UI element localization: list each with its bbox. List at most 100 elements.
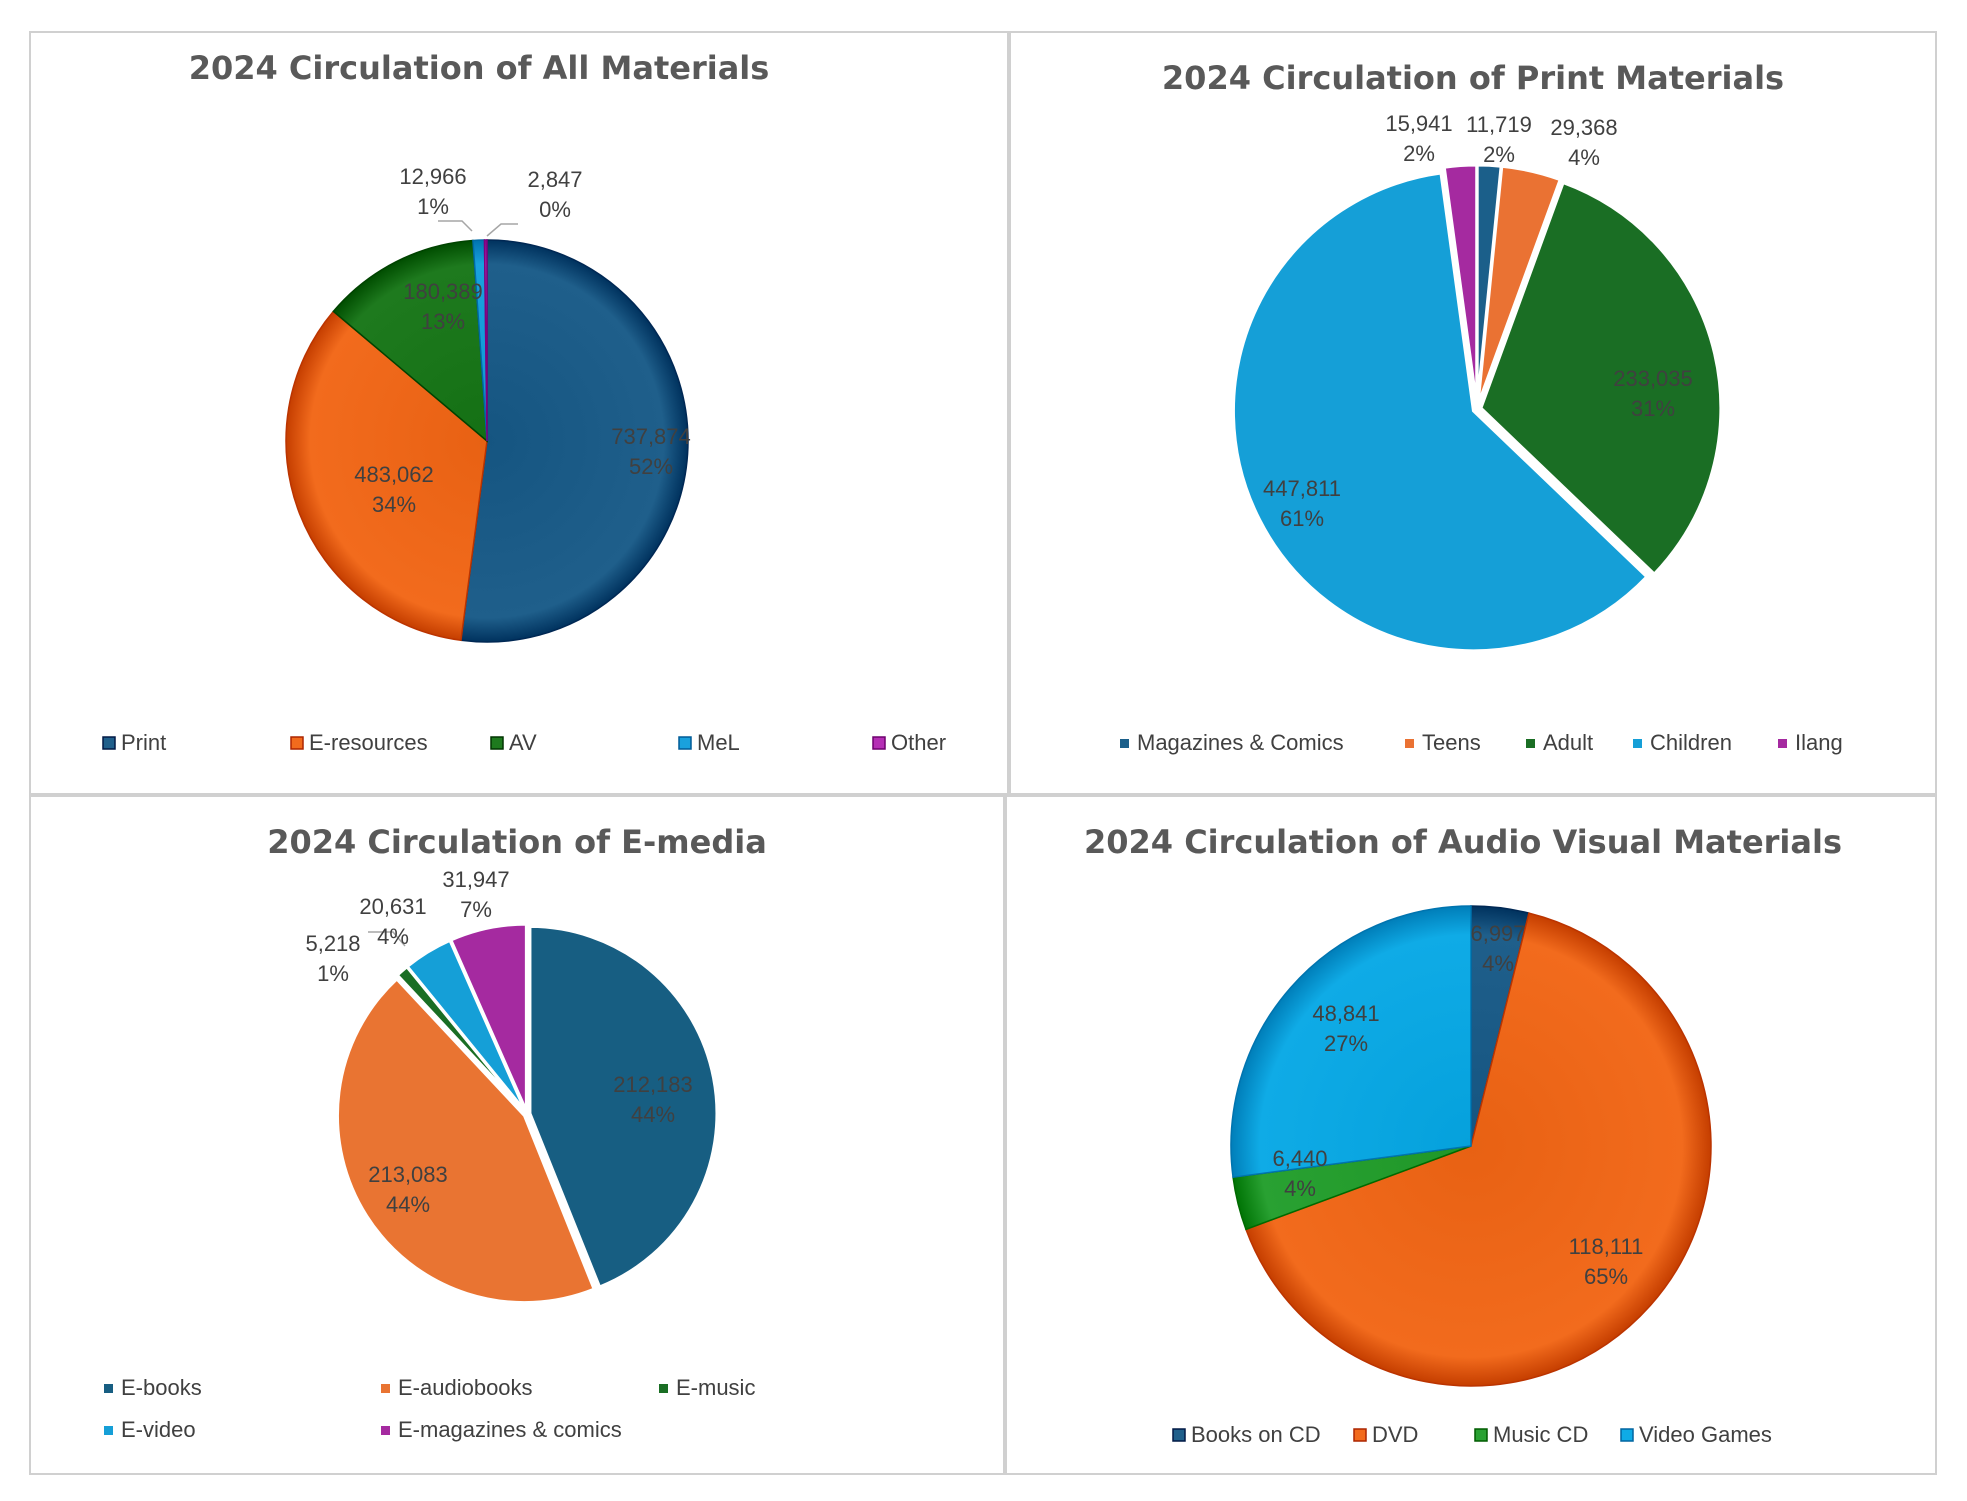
- data-labels: 11,719 2% 29,368 4% 233,035 31% 447,811 61% 15,9…: [1263, 111, 1693, 531]
- legend-label: Magazines & Comics: [1137, 730, 1344, 755]
- legend-item-ilang: Ilang: [1778, 730, 1843, 755]
- data-labels: 212,183 44% 213,083 44% 5,218 1% 20,631 4% 31,94…: [305, 867, 692, 1217]
- legend-label: DVD: [1372, 1422, 1418, 1447]
- data-label-value: 31,947: [442, 867, 509, 892]
- legend-label: Music CD: [1493, 1422, 1588, 1447]
- legend-label: E-books: [121, 1375, 202, 1400]
- legend: Books on CD DVD Music CD Video Games: [1172, 1422, 1772, 1447]
- legend-swatch: [659, 1384, 668, 1393]
- leader-line: [438, 220, 473, 232]
- data-label-percent: 4%: [377, 924, 409, 949]
- data-label-percent: 34%: [372, 492, 416, 517]
- leader-line: [486, 223, 518, 237]
- legend-swatch: [490, 736, 504, 750]
- chart-title: 2024 Circulation of Audio Visual Materia…: [1084, 823, 1842, 861]
- legend-item-print: Print: [102, 730, 166, 755]
- data-label-value: 180,389: [403, 279, 483, 304]
- legend-label: Books on CD: [1191, 1422, 1321, 1447]
- legend-item-teens: Teens: [1405, 730, 1481, 755]
- pie-slice-ilang: [1442, 163, 1479, 406]
- legend-label: E-music: [676, 1375, 755, 1400]
- chart-title: 2024 Circulation of Print Materials: [1162, 59, 1784, 97]
- data-label-value: 29,368: [1550, 115, 1617, 140]
- legend-label: Print: [121, 730, 166, 755]
- legend-label: Video Games: [1639, 1422, 1772, 1447]
- pie-slice-other: [483, 239, 488, 442]
- data-label-percent: 27%: [1324, 1031, 1368, 1056]
- pie-slices: [1230, 905, 1712, 1387]
- data-label-value: 11,719: [1466, 112, 1532, 137]
- legend-label: Teens: [1422, 730, 1481, 755]
- legend-swatch: [1526, 739, 1535, 748]
- legend-item-e-video: E-video: [104, 1417, 196, 1442]
- pie-slice-adult: [1479, 180, 1723, 577]
- chart-title: 2024 Circulation of E-media: [267, 823, 767, 861]
- legend: E-books E-audiobooks E-music E-video E-magaz…: [104, 1375, 755, 1442]
- legend-item-children: Children: [1633, 730, 1732, 755]
- data-label-percent: 4%: [1482, 951, 1514, 976]
- legend-label: E-audiobooks: [398, 1375, 533, 1400]
- legend-swatch: [1405, 739, 1414, 748]
- data-label-percent: 1%: [317, 961, 349, 986]
- legend-item-e-books: E-books: [104, 1375, 202, 1400]
- legend-label: Other: [891, 730, 946, 755]
- data-label-value: 48,841: [1312, 1001, 1379, 1026]
- chart-av-materials: 2024 Circulation of Audio Visual Materia…: [1084, 823, 1842, 1447]
- chart-panel-av-materials: 2024 Circulation of Audio Visual Materia…: [1005, 795, 1937, 1475]
- legend-label: E-magazines & comics: [398, 1417, 622, 1442]
- legend-label: MeL: [697, 730, 740, 755]
- legend-item-mel: MeL: [678, 730, 740, 755]
- data-label-value: 118,111: [1569, 1234, 1644, 1259]
- legend-swatch: [1120, 739, 1129, 748]
- legend-swatch: [1778, 739, 1787, 748]
- data-label-value: 6,997: [1470, 921, 1525, 946]
- legend: Print E-resources AV MeL Other: [102, 730, 946, 755]
- data-label-percent: 4%: [1284, 1176, 1316, 1201]
- legend-item-video-games: Video Games: [1620, 1422, 1772, 1447]
- legend-swatch: [1172, 1428, 1186, 1442]
- pie-slices: [336, 922, 719, 1305]
- legend-swatch: [1620, 1428, 1634, 1442]
- data-label-value: 483,062: [354, 462, 434, 487]
- legend-swatch: [678, 736, 692, 750]
- data-label-value: 212,183: [613, 1072, 693, 1097]
- legend-item-adult: Adult: [1526, 730, 1593, 755]
- legend-item-e-audiobooks: E-audiobooks: [381, 1375, 533, 1400]
- data-label-value: 12,966: [399, 164, 466, 189]
- legend-item-e-music: E-music: [659, 1375, 755, 1400]
- legend-label: E-video: [121, 1417, 196, 1442]
- legend-swatch: [1633, 739, 1642, 748]
- data-label-value: 20,631: [359, 894, 426, 919]
- data-label-value: 447,811: [1263, 476, 1341, 501]
- data-label-percent: 7%: [460, 897, 492, 922]
- data-label-value: 213,083: [368, 1162, 448, 1187]
- pie-slice-e-audiobooks: [336, 976, 597, 1305]
- data-labels: 6,997 4% 118,111 65% 6,440 4% 48,841 27%: [1272, 921, 1643, 1289]
- legend-swatch: [381, 1426, 390, 1435]
- legend-item-other: Other: [872, 730, 946, 755]
- data-label-percent: 44%: [631, 1102, 675, 1127]
- pie-slice-dvd: [1244, 912, 1712, 1387]
- pie-slice-teens: [1476, 164, 1563, 406]
- data-label-percent: 31%: [1631, 396, 1675, 421]
- data-label-percent: 4%: [1568, 145, 1600, 170]
- pie-slice-video-games: [1230, 905, 1472, 1179]
- data-label-percent: 65%: [1584, 1264, 1628, 1289]
- legend-item-av: AV: [490, 730, 537, 755]
- chart-panel-e-media: 2024 Circulation of E-media 212,183 44% 213…: [29, 795, 1005, 1475]
- chart-e-media: 2024 Circulation of E-media 212,183 44% 213…: [104, 823, 767, 1442]
- data-label-percent: 1%: [417, 194, 449, 219]
- legend-swatch: [104, 1426, 113, 1435]
- data-label-percent: 0%: [539, 197, 571, 222]
- legend-swatch: [290, 736, 304, 750]
- legend-label: Ilang: [1795, 730, 1843, 755]
- data-label-value: 6,440: [1272, 1146, 1327, 1171]
- data-label-value: 15,941: [1385, 111, 1452, 136]
- legend-swatch: [1474, 1428, 1488, 1442]
- chart-all-materials: 2024 Circulation of All Materials 737,874…: [102, 49, 946, 755]
- data-label-percent: 52%: [629, 454, 673, 479]
- legend-item-e-resources: E-resources: [290, 730, 428, 755]
- leader-line: [368, 931, 406, 947]
- legend-item-books-on-cd: Books on CD: [1172, 1422, 1321, 1447]
- pie-slice-children: [1231, 171, 1649, 653]
